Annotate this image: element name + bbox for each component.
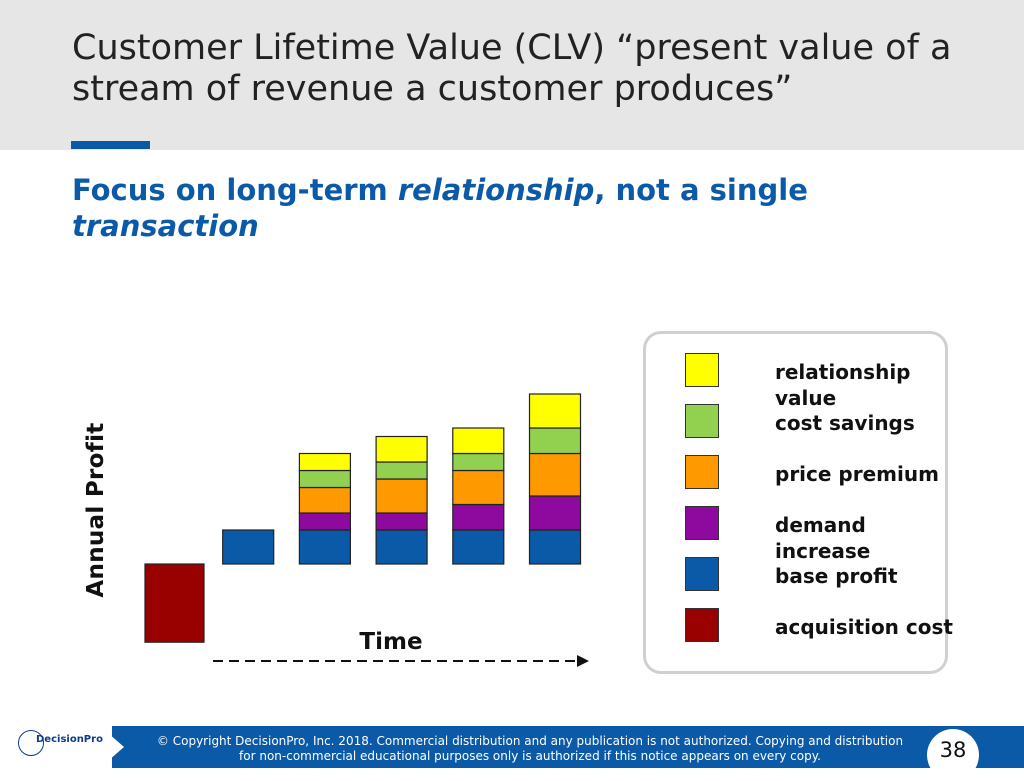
chart-legend: relationship value cost savings price pr… xyxy=(643,331,953,674)
subtitle-part-2: , not a single xyxy=(594,173,808,207)
chart-bars xyxy=(144,393,582,643)
logo-compass-icon xyxy=(18,730,44,756)
copyright-line-1: © Copyright DecisionPro, Inc. 2018. Comm… xyxy=(156,734,904,748)
slide-subtitle: Focus on long-term relationship, not a s… xyxy=(72,172,972,244)
bar-segment-base-profit-period-4 xyxy=(375,529,428,565)
bar-segment-cost-savings-period-5 xyxy=(452,452,505,472)
legend-swatch xyxy=(685,557,719,591)
bar-segment-relationship-value-period-3 xyxy=(298,452,351,472)
bar-segment-demand-increase-period-3 xyxy=(298,512,351,531)
legend-swatch xyxy=(685,353,719,387)
bar-segment-cost-savings-period-4 xyxy=(375,461,428,480)
bar-segment-relationship-value-period-6 xyxy=(528,393,582,429)
bar-segment-relationship-value-period-5 xyxy=(452,427,505,455)
bar-segment-demand-increase-period-5 xyxy=(452,503,505,531)
bar-segment-base-profit-period-5 xyxy=(452,529,505,565)
bar-segment-price-premium-period-6 xyxy=(528,452,582,497)
subtitle-emphasis-transaction: transaction xyxy=(72,209,259,243)
x-axis-label: Time xyxy=(359,629,423,655)
legend-item-price-premium: price premium xyxy=(685,455,945,491)
bar-segment-base-profit-period-2 xyxy=(222,529,275,565)
title-accent-bar xyxy=(71,141,150,149)
bar-segment-price-premium-period-4 xyxy=(375,478,428,514)
legend-swatch xyxy=(685,506,719,540)
footer-logo-arrow xyxy=(100,726,124,768)
bar-segment-price-premium-period-3 xyxy=(298,486,351,514)
legend-label: price premium xyxy=(775,462,939,486)
slide-title: Customer Lifetime Value (CLV) “present v… xyxy=(72,28,952,109)
legend-item-cost-savings: cost savings xyxy=(685,404,945,440)
title-band xyxy=(0,0,1024,150)
bar-segment-demand-increase-period-4 xyxy=(375,512,428,531)
copyright-line-2: for non-commercial educational purposes … xyxy=(239,749,821,763)
bar-segment-price-premium-period-5 xyxy=(452,469,505,506)
legend-item-relationship-value: relationship value xyxy=(685,353,945,410)
bar-segment-base-profit-period-3 xyxy=(298,529,351,565)
legend-label: cost savings xyxy=(775,411,915,435)
bar-segment-demand-increase-period-6 xyxy=(528,495,582,531)
legend-label: relationship value xyxy=(775,360,911,410)
bar-segment-base-profit-period-6 xyxy=(528,529,582,565)
bar-segment-acquisition-cost-period-1 xyxy=(144,563,205,643)
legend-item-demand-increase: demand increase xyxy=(685,506,945,563)
legend-label: base profit xyxy=(775,564,898,588)
bar-segment-cost-savings-period-6 xyxy=(528,427,582,455)
legend-swatch xyxy=(685,404,719,438)
legend-item-acquisition-cost: acquisition cost xyxy=(685,608,953,644)
legend-label: demand increase xyxy=(775,513,871,563)
page-number: 38 xyxy=(927,729,979,781)
footer-band xyxy=(0,726,1024,768)
company-logo: DecisionPro xyxy=(36,734,103,745)
y-axis-label: Annual Profit xyxy=(83,422,109,598)
subtitle-part-1: Focus on long-term xyxy=(72,173,398,207)
footer-logo-area xyxy=(0,726,112,768)
time-axis-arrowhead xyxy=(577,655,589,667)
bar-segment-cost-savings-period-3 xyxy=(298,469,351,489)
copyright-notice: © Copyright DecisionPro, Inc. 2018. Comm… xyxy=(150,734,910,764)
bar-segment-relationship-value-period-4 xyxy=(375,435,428,463)
legend-swatch xyxy=(685,455,719,489)
legend-item-base-profit: base profit xyxy=(685,557,945,593)
subtitle-emphasis-relationship: relationship xyxy=(397,173,595,207)
legend-swatch xyxy=(685,608,719,642)
legend-label: acquisition cost xyxy=(775,615,953,639)
